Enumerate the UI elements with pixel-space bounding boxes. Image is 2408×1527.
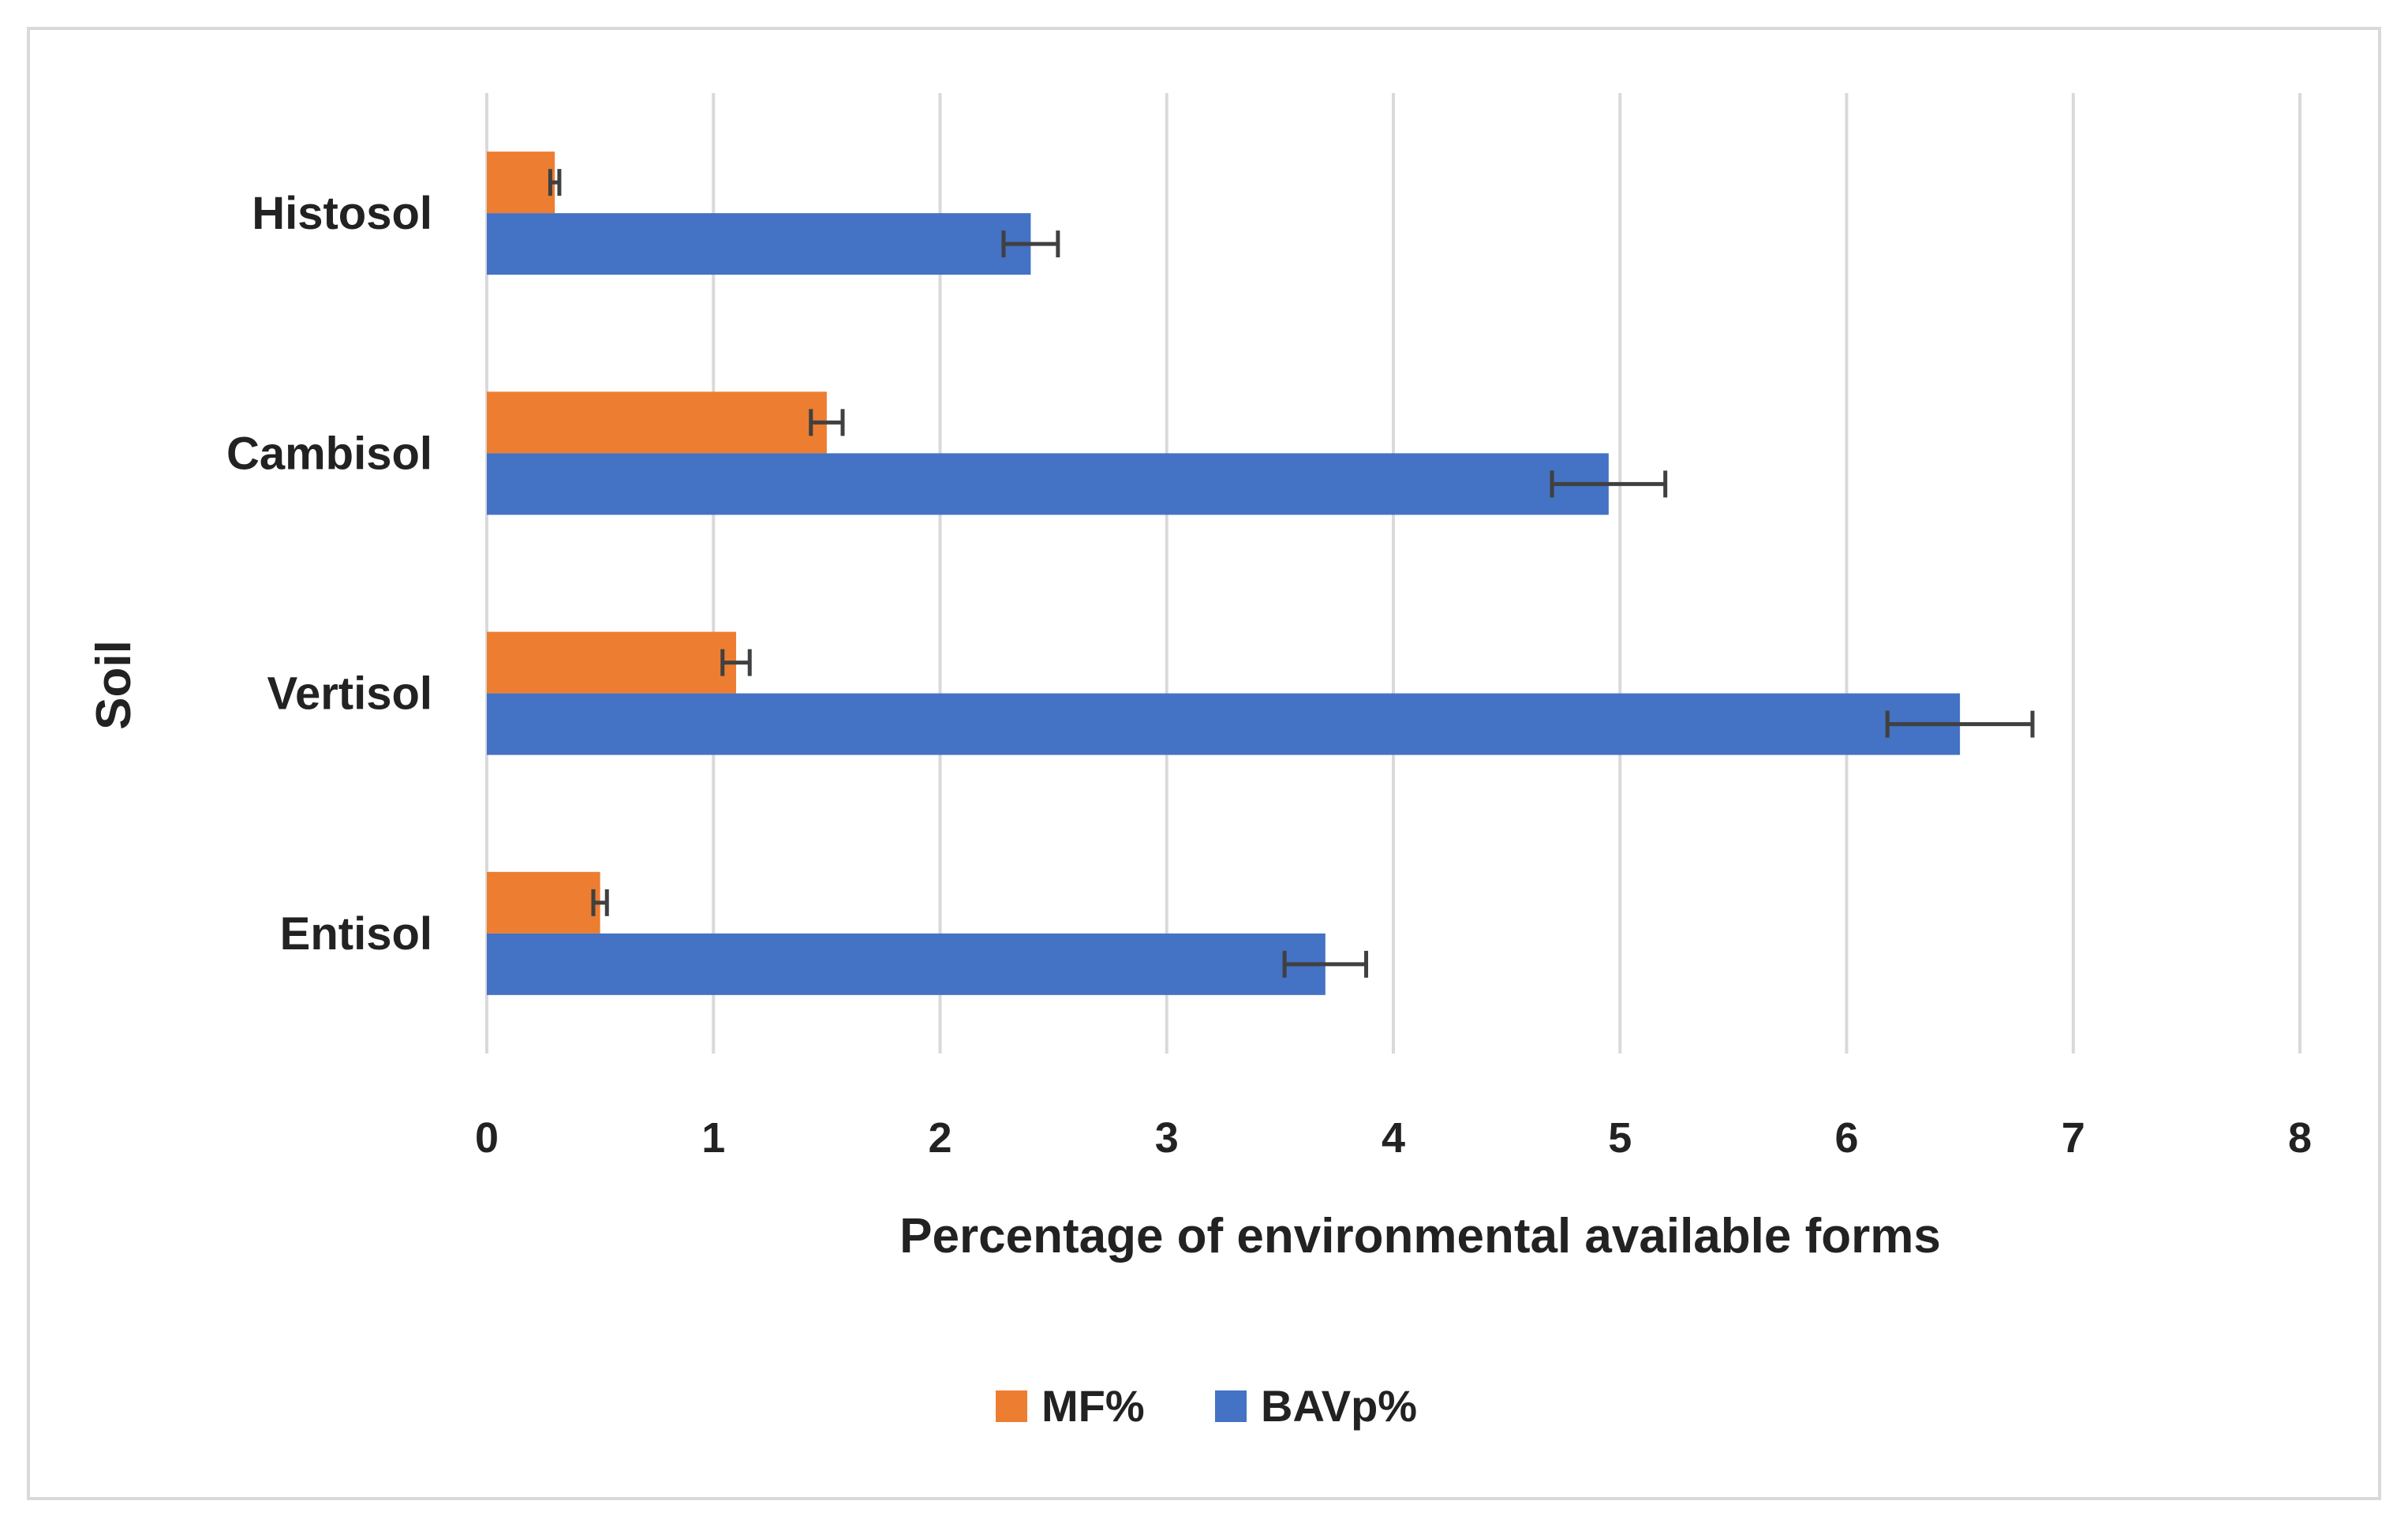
bar-mf [487, 152, 555, 214]
x-tick-label: 7 [2062, 1114, 2085, 1162]
error-bar [720, 649, 752, 676]
x-tick-label: 6 [1834, 1114, 1858, 1162]
legend-item: MF% [996, 1381, 1145, 1431]
error-bar [1001, 230, 1060, 258]
x-tick-label: 2 [928, 1114, 952, 1162]
bar-bavp [487, 933, 1326, 995]
legend-swatch [1215, 1390, 1247, 1422]
legend-label: MF% [1041, 1381, 1145, 1431]
bars [487, 152, 1961, 995]
legend-swatch [996, 1390, 1027, 1422]
x-tick-label: 4 [1382, 1114, 1405, 1162]
legend-label: BAVp% [1261, 1381, 1417, 1431]
category-labels: Histosol Cambisol Vertisol Entisol [226, 188, 432, 960]
chart-frame [27, 27, 2381, 1500]
x-axis-title: Percentage of environmental available fo… [899, 1209, 1941, 1263]
error-bars [548, 169, 2035, 978]
error-bar [548, 169, 562, 196]
bar-bavp [487, 693, 1961, 755]
error-bar [591, 889, 609, 916]
error-bar [1282, 950, 1369, 978]
legend-item: BAVp% [1215, 1381, 1417, 1431]
bar-mf [487, 871, 600, 934]
x-tick-labels: 0 1 2 3 4 5 6 7 8 [475, 1114, 2312, 1162]
error-bar [1885, 710, 2035, 738]
x-tick-label: 8 [2288, 1114, 2312, 1162]
bar-mf [487, 631, 736, 694]
category-label: Vertisol [267, 668, 432, 720]
x-tick-label: 0 [475, 1114, 499, 1162]
error-bar [809, 409, 845, 436]
bar-bavp [487, 453, 1609, 515]
bar-bavp [487, 213, 1031, 275]
category-label: Cambisol [226, 428, 432, 479]
x-tick-label: 1 [701, 1114, 725, 1162]
category-label: Histosol [252, 188, 432, 239]
y-axis-title: Soil [87, 640, 141, 730]
legend: MF% BAVp% [996, 1381, 1417, 1431]
x-tick-label: 3 [1155, 1114, 1179, 1162]
x-tick-label: 5 [1608, 1114, 1632, 1162]
category-label: Entisol [280, 908, 432, 960]
error-bar [1550, 470, 1668, 498]
bar-mf [487, 391, 827, 454]
